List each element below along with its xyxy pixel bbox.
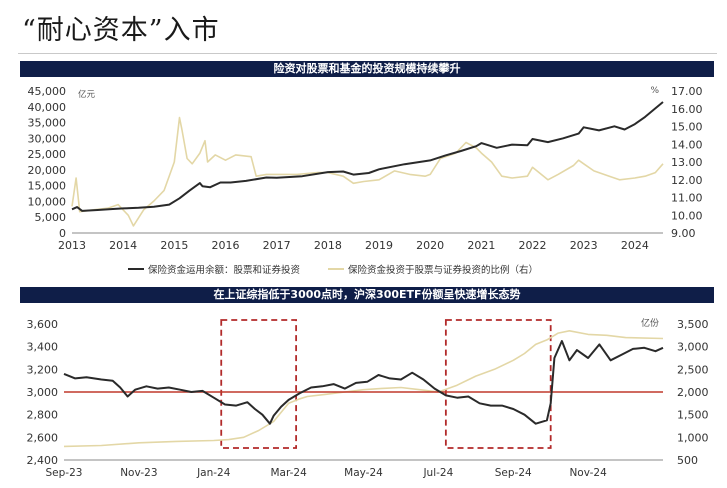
chart1-series-ratio-line — [71, 116, 664, 227]
chart1-x-tick: 2015 — [160, 239, 188, 252]
chart1-y-left-tick: 10,000 — [28, 195, 67, 208]
chart2-x-tick: Nov-23 — [120, 467, 157, 479]
chart1-y-left-tick: 15,000 — [28, 180, 67, 193]
chart1-x-tick: 2021 — [467, 239, 495, 252]
chart1-x-tick: 2014 — [109, 239, 137, 252]
chart1-x-tick: 2016 — [212, 239, 240, 252]
chart1-y-right-tick: 12.00 — [671, 174, 703, 187]
chart1-y-left-tick: 45,000 — [28, 85, 67, 98]
chart1-x-tick: 2023 — [570, 239, 598, 252]
chart2-highlight-box — [444, 319, 552, 449]
chart1-y-right-tick: 16.00 — [671, 103, 703, 116]
chart2-y-left-tick: 3,200 — [27, 363, 59, 376]
chart1-y-right-tick: 11.00 — [671, 192, 703, 205]
chart1-y-left-tick: 20,000 — [28, 164, 67, 177]
chart1-y-right-tick: 10.00 — [671, 209, 703, 222]
chart1-y-left-tick: 0 — [59, 227, 66, 240]
chart1-x-tick: 2017 — [263, 239, 291, 252]
chart2-y-left-tick: 2,800 — [27, 409, 59, 422]
chart1-right-unit: % — [650, 86, 659, 96]
chart1-series-balance-line — [71, 101, 664, 212]
chart1-x-tick: 2020 — [416, 239, 444, 252]
chart2-y-left-tick: 2,600 — [27, 431, 59, 444]
chart1-y-right-tick: 17.00 — [671, 85, 703, 98]
chart1-y-left-tick: 35,000 — [28, 117, 67, 130]
title-divider — [18, 53, 717, 54]
chart2-series-index-line — [63, 340, 664, 425]
chart2-x-tick: Sep-23 — [46, 467, 83, 479]
chart2-series-etf-line — [63, 329, 664, 448]
legend-swatch-light — [328, 268, 345, 270]
chart2-x-tick: Mar-24 — [270, 467, 307, 479]
chart2-y-left-tick: 2,400 — [27, 454, 59, 467]
legend-label-light: 保险资金投资于股票与证券投资的比例（右） — [348, 265, 539, 276]
chart2-y-right-tick: 2,000 — [677, 386, 709, 399]
chart1-x-tick: 2019 — [365, 239, 393, 252]
chart1-y-right-tick: 15.00 — [671, 121, 703, 134]
chart2-highlight-box — [220, 319, 298, 449]
chart2-x-tick: Sep-24 — [495, 467, 532, 479]
chart1-title-banner: 险资对股票和基金的投资规模持续攀升 — [20, 61, 714, 77]
chart2-y-right-tick: 2,500 — [677, 363, 709, 376]
chart1-x-tick: 2022 — [519, 239, 547, 252]
chart2-x-tick: May-24 — [344, 467, 383, 479]
chart2-y-right-tick: 1,500 — [677, 409, 709, 422]
chart2-y-right-tick: 3,500 — [677, 318, 709, 331]
chart1-y-right-tick: 13.00 — [671, 156, 703, 169]
chart2-y-left-tick: 3,600 — [27, 318, 59, 331]
chart1-y-left-tick: 40,000 — [28, 101, 67, 114]
chart1-y-left-tick: 25,000 — [28, 148, 67, 161]
chart1-y-left-tick: 5,000 — [35, 211, 67, 224]
legend-label-dark: 保险资金运用余额：股票和证券投资 — [148, 265, 301, 276]
chart2-y-left-tick: 3,000 — [27, 386, 59, 399]
chart1-x-tick: 2024 — [621, 239, 649, 252]
chart2-right-unit: 亿份 — [641, 317, 659, 329]
legend-item-light: 保险资金投资于股票与证券投资的比例（右） — [328, 262, 538, 276]
chart1-x-tick: 2013 — [58, 239, 86, 252]
chart2-title-banner: 在上证综指低于3000点时，沪深300ETF份额呈快速增长态势 — [20, 287, 714, 303]
chart2-y-right-tick: 3,000 — [677, 341, 709, 354]
chart2-y-right-tick: 1,000 — [677, 431, 709, 444]
page-title: “耐心资本”入市 — [22, 15, 220, 46]
chart1-left-unit: 亿元 — [78, 89, 96, 100]
chart2-svg: 2,400 2,600 2,800 3,000 3,200 3,400 3,600 500 1,… — [27, 317, 709, 479]
chart1-y-right-tick: 14.00 — [671, 138, 703, 151]
chart2-y-right-tick: 500 — [677, 454, 698, 467]
chart1-y-left-tick: 30,000 — [28, 132, 67, 145]
chart1-x-tick: 2018 — [314, 239, 342, 252]
chart2-x-tick: Nov-24 — [569, 467, 607, 479]
legend-item-dark: 保险资金运用余额：股票和证券投资 — [128, 262, 300, 276]
chart2-y-left-tick: 3,400 — [27, 341, 59, 354]
chart1-y-right-tick: 9.00 — [671, 227, 696, 240]
chart2-x-tick: Jan-24 — [196, 467, 231, 479]
chart1-svg: 0 5,000 10,000 15,000 20,000 25,000 30,000 35,0… — [28, 85, 703, 252]
chart2-x-tick: Jul-24 — [422, 467, 453, 479]
legend-swatch-dark — [128, 268, 144, 270]
chart1-legend: 保险资金运用余额：股票和证券投资 保险资金投资于股票与证券投资的比例（右） — [128, 262, 538, 276]
